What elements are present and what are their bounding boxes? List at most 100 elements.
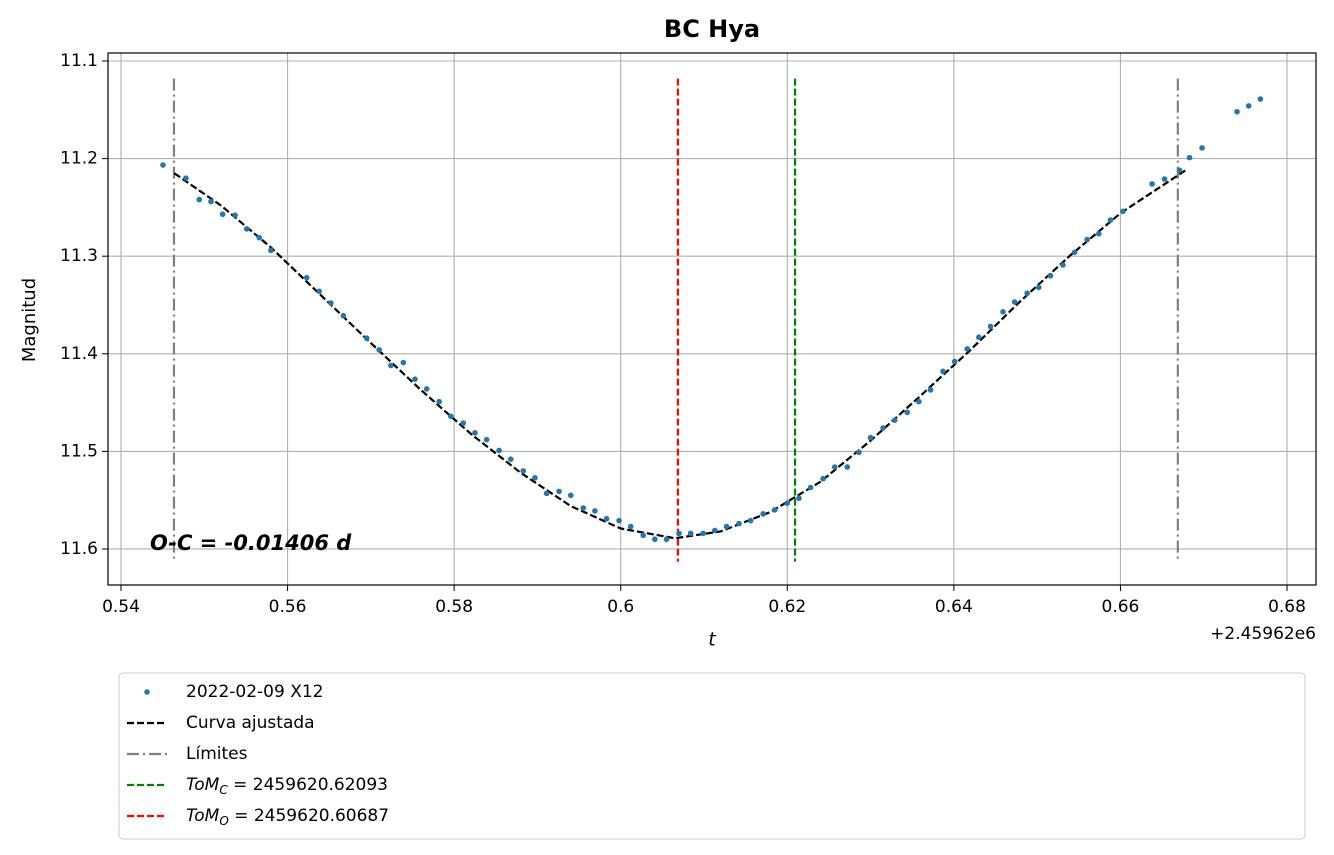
data-point bbox=[616, 517, 622, 524]
data-point bbox=[400, 359, 407, 366]
data-point bbox=[183, 175, 189, 181]
x-tick-label: 0.62 bbox=[768, 597, 806, 617]
data-point bbox=[543, 490, 550, 497]
x-offset-text: +2.45962e6 bbox=[1210, 624, 1316, 644]
y-axis-label: Magnitud bbox=[19, 278, 40, 362]
data-point bbox=[663, 536, 670, 543]
data-point bbox=[580, 505, 587, 511]
data-point bbox=[303, 274, 310, 281]
data-point bbox=[1036, 284, 1042, 291]
data-point bbox=[232, 212, 238, 219]
data-point bbox=[1245, 103, 1252, 109]
data-point bbox=[771, 507, 778, 513]
data-point bbox=[208, 198, 214, 205]
data-point bbox=[376, 347, 382, 353]
x-axis-label: t bbox=[708, 629, 717, 651]
data-point bbox=[723, 523, 730, 530]
data-point bbox=[1095, 230, 1102, 237]
data-point bbox=[640, 532, 647, 539]
axes-frame bbox=[107, 52, 1317, 586]
x-tick-label: 0.54 bbox=[102, 597, 140, 617]
data-point bbox=[856, 449, 862, 456]
data-point bbox=[592, 508, 598, 514]
data-point bbox=[676, 530, 682, 537]
data-point bbox=[268, 247, 274, 254]
data-point bbox=[243, 226, 250, 232]
legend-label: Curva ajustada bbox=[186, 713, 315, 733]
y-tick-label: 11.4 bbox=[60, 344, 98, 364]
data-point bbox=[1176, 167, 1183, 174]
legend-value: = 2459620.60687 bbox=[229, 806, 389, 826]
legend-name: ToM bbox=[186, 806, 220, 826]
data-point bbox=[652, 536, 658, 543]
data-point bbox=[712, 527, 718, 534]
data-point bbox=[687, 530, 694, 537]
data-point bbox=[1000, 309, 1006, 315]
data-point bbox=[964, 346, 970, 352]
fit-line bbox=[173, 168, 1188, 540]
data-point bbox=[1071, 249, 1078, 256]
data-point bbox=[1161, 176, 1168, 182]
legend-value: = 2459620.62093 bbox=[228, 775, 388, 795]
data-point bbox=[987, 323, 994, 330]
legend-subscript: O bbox=[219, 814, 228, 828]
x-tick-label: 0.6 bbox=[607, 597, 634, 617]
data-point bbox=[507, 456, 514, 462]
data-point bbox=[627, 523, 634, 530]
data-point bbox=[256, 234, 263, 241]
data-point bbox=[196, 196, 203, 203]
data-point bbox=[483, 436, 490, 443]
data-point bbox=[700, 530, 706, 537]
data-point bbox=[880, 425, 886, 431]
legend-name: 2022-02-09 X12 bbox=[186, 682, 323, 702]
data-point bbox=[736, 520, 742, 527]
legend-label: Límites bbox=[186, 744, 248, 764]
legend-name: Curva ajustada bbox=[186, 713, 315, 733]
data-point bbox=[976, 334, 982, 341]
data-point bbox=[1024, 290, 1030, 297]
legend-label: ToMO = 2459620.60687 bbox=[186, 806, 389, 828]
data-point bbox=[412, 376, 418, 382]
y-tick-label: 11.5 bbox=[60, 441, 98, 461]
data-point bbox=[831, 464, 838, 470]
data-point bbox=[1084, 236, 1090, 243]
y-tick-label: 11.6 bbox=[60, 539, 98, 559]
data-point bbox=[760, 511, 766, 517]
legend-box bbox=[118, 672, 1306, 840]
data-point bbox=[1120, 208, 1126, 215]
data-point bbox=[1060, 262, 1066, 268]
data-point bbox=[460, 420, 467, 426]
legend-subscript: C bbox=[219, 783, 228, 797]
legend-label: 2022-02-09 X12 bbox=[186, 682, 323, 702]
data-point bbox=[1186, 154, 1193, 161]
data-point bbox=[844, 464, 851, 470]
data-point bbox=[1234, 108, 1240, 115]
data-point bbox=[1011, 299, 1018, 305]
data-point bbox=[807, 484, 814, 491]
y-tick-label: 11.1 bbox=[60, 51, 98, 71]
data-point bbox=[940, 368, 946, 375]
x-tick-label: 0.56 bbox=[269, 597, 307, 617]
data-point bbox=[820, 475, 826, 482]
legend-name: Límites bbox=[186, 744, 248, 764]
data-point bbox=[916, 398, 922, 405]
data-point bbox=[532, 474, 538, 481]
data-point bbox=[423, 386, 430, 392]
x-tick-label: 0.66 bbox=[1102, 597, 1140, 617]
legend: 2022-02-09 X12 Curva ajustada Límites ToMC … bbox=[127, 682, 389, 828]
data-point bbox=[328, 300, 334, 306]
data-point bbox=[316, 288, 323, 295]
data-point bbox=[1047, 272, 1054, 279]
data-point bbox=[1257, 96, 1264, 102]
data-point bbox=[472, 430, 478, 436]
data-point bbox=[603, 515, 610, 522]
data-point bbox=[927, 387, 934, 393]
data-point bbox=[1149, 181, 1155, 187]
data-point bbox=[219, 211, 226, 218]
data-point bbox=[363, 335, 370, 341]
data-point bbox=[1107, 217, 1114, 223]
data-point bbox=[796, 495, 802, 502]
x-tick-label: 0.68 bbox=[1268, 597, 1306, 617]
data-point bbox=[160, 162, 166, 168]
